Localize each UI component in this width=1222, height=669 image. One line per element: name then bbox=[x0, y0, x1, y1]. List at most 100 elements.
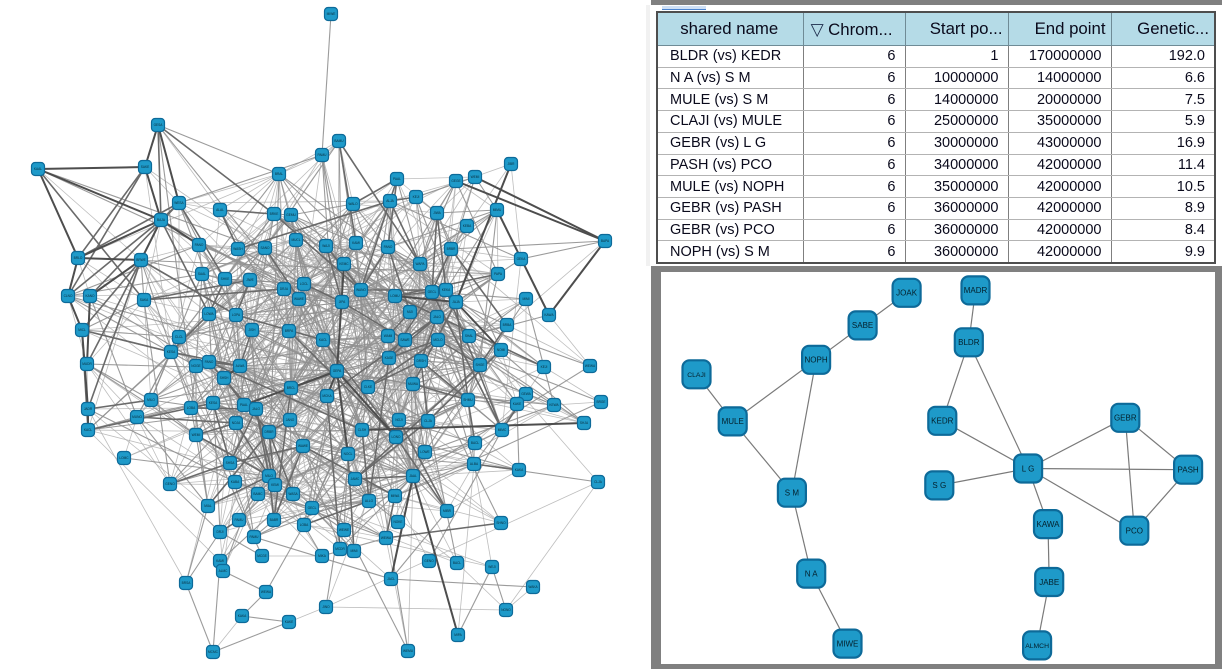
svg-text:WAWE: WAWE bbox=[298, 444, 308, 448]
svg-text:GENO: GENO bbox=[424, 559, 434, 563]
svg-text:WEMU: WEMU bbox=[403, 649, 414, 653]
svg-text:WAPA: WAPA bbox=[415, 262, 425, 266]
svg-text:BAMC: BAMC bbox=[253, 492, 263, 496]
svg-text:SHMU: SHMU bbox=[463, 398, 473, 402]
svg-text:DRSH: DRSH bbox=[416, 359, 426, 363]
svg-text:ALBA: ALBA bbox=[470, 462, 479, 466]
svg-text:JANO: JANO bbox=[286, 418, 295, 422]
svg-text:DRBR: DRBR bbox=[264, 430, 274, 434]
svg-text:WALO: WALO bbox=[348, 202, 358, 206]
svg-text:WEWE: WEWE bbox=[339, 528, 349, 532]
svg-text:KEKA: KEKA bbox=[442, 288, 451, 292]
svg-text:GEBR: GEBR bbox=[1114, 414, 1137, 423]
svg-text:KEMI: KEMI bbox=[271, 483, 279, 487]
svg-text:BACL: BACL bbox=[471, 441, 480, 445]
svg-text:WAKA: WAKA bbox=[528, 585, 538, 589]
svg-text:BACL: BACL bbox=[453, 561, 462, 565]
svg-text:PAAL: PAAL bbox=[240, 403, 248, 407]
svg-text:NOMI: NOMI bbox=[497, 348, 505, 352]
svg-text:GEKA: GEKA bbox=[517, 257, 527, 261]
svg-text:LOMU: LOMU bbox=[390, 294, 400, 298]
svg-text:LONO: LONO bbox=[391, 435, 401, 439]
svg-text:SHNO: SHNO bbox=[496, 521, 506, 525]
svg-text:JACL: JACL bbox=[387, 577, 395, 581]
svg-text:NONO: NONO bbox=[501, 608, 511, 612]
svg-text:MUNO: MUNO bbox=[132, 415, 142, 419]
svg-text:KEJI: KEJI bbox=[413, 195, 420, 199]
svg-text:JABE: JABE bbox=[1039, 578, 1059, 587]
svg-text:WASH: WASH bbox=[233, 247, 243, 251]
svg-text:SHGE: SHGE bbox=[475, 363, 484, 367]
svg-text:PAMU: PAMU bbox=[250, 535, 260, 539]
svg-text:SANO: SANO bbox=[260, 246, 270, 250]
svg-text:KEDR: KEDR bbox=[931, 417, 953, 426]
svg-text:SABE: SABE bbox=[852, 321, 873, 330]
svg-text:GEPA: GEPA bbox=[333, 369, 342, 373]
svg-text:MIWE: MIWE bbox=[837, 639, 859, 648]
svg-text:WEWA: WEWA bbox=[381, 536, 392, 540]
svg-text:GEMU: GEMU bbox=[286, 213, 296, 217]
svg-text:KAKE: KAKE bbox=[513, 402, 522, 406]
svg-text:KEBA: KEBA bbox=[463, 224, 472, 228]
svg-text:KAKA: KAKA bbox=[515, 468, 524, 472]
svg-text:LOWA: LOWA bbox=[204, 312, 214, 316]
svg-text:BRGE: BRGE bbox=[596, 400, 605, 404]
svg-text:WEWA: WEWA bbox=[261, 590, 272, 594]
svg-text:BAJA: BAJA bbox=[157, 218, 166, 222]
svg-text:ALLO: ALLO bbox=[365, 499, 374, 503]
svg-text:PANO: PANO bbox=[384, 245, 393, 249]
svg-text:JALO: JALO bbox=[252, 407, 260, 411]
svg-text:MUCL: MUCL bbox=[291, 238, 300, 242]
svg-text:JOAK: JOAK bbox=[896, 289, 918, 298]
svg-text:WANO: WANO bbox=[356, 288, 366, 292]
svg-text:GESA: GESA bbox=[154, 123, 164, 127]
svg-text:GEWA: GEWA bbox=[521, 392, 531, 396]
svg-text:PASH: PASH bbox=[1177, 466, 1198, 475]
svg-text:WAMI: WAMI bbox=[384, 334, 393, 338]
svg-text:JADR: JADR bbox=[84, 407, 93, 411]
svg-text:KAMI: KAMI bbox=[352, 241, 360, 245]
svg-text:CLJA: CLJA bbox=[594, 480, 603, 484]
svg-text:MULE: MULE bbox=[722, 417, 744, 426]
svg-text:KACL: KACL bbox=[319, 338, 328, 342]
svg-text:BRAL: BRAL bbox=[275, 172, 284, 176]
svg-text:MIMI: MIMI bbox=[522, 297, 529, 301]
svg-text:NOJA: NOJA bbox=[232, 421, 241, 425]
svg-text:JISH: JISH bbox=[249, 328, 257, 332]
svg-text:MCGE: MCGE bbox=[257, 554, 267, 558]
svg-text:BRLO: BRLO bbox=[74, 256, 83, 260]
svg-text:MUDR: MUDR bbox=[82, 362, 92, 366]
svg-text:WAJI: WAJI bbox=[322, 244, 330, 248]
svg-text:SHKE: SHKE bbox=[221, 277, 230, 281]
svg-text:WEMI: WEMI bbox=[471, 175, 480, 179]
svg-text:MCDR: MCDR bbox=[335, 547, 345, 551]
svg-text:MILO: MILO bbox=[147, 398, 155, 402]
svg-text:SHJA: SHJA bbox=[580, 421, 589, 425]
svg-text:SHSA: SHSA bbox=[226, 461, 236, 465]
svg-text:MIAL: MIAL bbox=[204, 504, 212, 508]
svg-text:KEWA: KEWA bbox=[549, 403, 559, 407]
svg-text:KAGE: KAGE bbox=[385, 356, 394, 360]
svg-text:JIPA: JIPA bbox=[339, 300, 346, 304]
svg-text:LOPA: LOPA bbox=[232, 313, 241, 317]
svg-text:PAMU: PAMU bbox=[235, 518, 245, 522]
svg-text:CLAJI: CLAJI bbox=[687, 372, 706, 379]
svg-text:NOJI: NOJI bbox=[395, 418, 402, 422]
svg-text:JALO: JALO bbox=[433, 315, 441, 319]
svg-text:MIWE: MIWE bbox=[327, 12, 336, 16]
svg-text:CLCL: CLCL bbox=[175, 335, 183, 339]
svg-text:BLDR: BLDR bbox=[958, 338, 980, 347]
svg-text:NOKE: NOKE bbox=[393, 520, 402, 524]
svg-text:WAWE: WAWE bbox=[294, 297, 304, 301]
svg-text:PAAL: PAAL bbox=[393, 177, 401, 181]
svg-text:MIMU: MIMU bbox=[493, 208, 502, 212]
svg-text:LOMC: LOMC bbox=[119, 456, 129, 460]
svg-text:WASA: WASA bbox=[288, 492, 298, 496]
svg-text:ALAL: ALAL bbox=[216, 208, 224, 212]
svg-text:S M: S M bbox=[785, 489, 800, 498]
svg-text:N A: N A bbox=[805, 569, 819, 578]
svg-text:LOWE: LOWE bbox=[420, 450, 429, 454]
svg-text:GENO: GENO bbox=[165, 482, 175, 486]
svg-text:SAWE: SAWE bbox=[400, 338, 409, 342]
svg-text:MIPA: MIPA bbox=[454, 633, 462, 637]
